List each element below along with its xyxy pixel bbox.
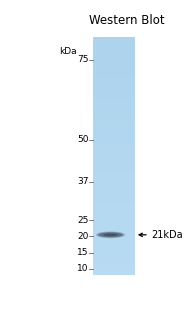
Text: 15: 15 (77, 248, 89, 257)
Text: 75: 75 (77, 55, 89, 64)
Text: kDa: kDa (59, 47, 77, 56)
Text: 25: 25 (77, 216, 89, 225)
Ellipse shape (98, 232, 123, 237)
Text: 37: 37 (77, 177, 89, 186)
Text: Western Blot: Western Blot (89, 15, 165, 28)
Ellipse shape (103, 233, 118, 236)
Text: 10: 10 (77, 264, 89, 273)
Text: 50: 50 (77, 135, 89, 145)
Text: 21kDa: 21kDa (151, 230, 183, 240)
Text: 20: 20 (77, 232, 89, 241)
Ellipse shape (96, 231, 125, 238)
